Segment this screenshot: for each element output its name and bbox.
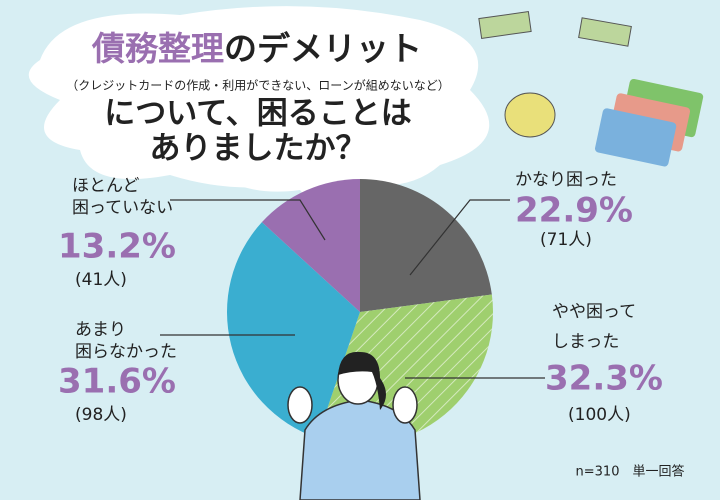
category-label: あまり	[75, 320, 126, 340]
category-label: 困らなかった	[75, 342, 177, 362]
count-label: (71人)	[540, 230, 592, 250]
count-label: (98人)	[75, 405, 127, 425]
value-label: 31.6%	[58, 362, 176, 402]
category-label: 困っていない	[72, 198, 173, 218]
title-line: について、困ることは	[104, 96, 412, 132]
count-label: (41人)	[75, 270, 127, 290]
pie-slice	[227, 222, 360, 438]
pie	[227, 179, 493, 445]
pie-slice	[261, 179, 360, 312]
value-label: 22.9%	[515, 191, 633, 231]
value-label: 13.2%	[58, 227, 176, 267]
title-cloud	[28, 6, 490, 188]
card-decoration	[478, 11, 704, 167]
title-rest: のデメリット	[224, 29, 422, 68]
subtitle: （クレジットカードの作成・利用ができない、ローンが組めないなど）	[66, 78, 449, 93]
leader-lines	[160, 199, 545, 379]
person	[287, 351, 421, 500]
category-label: しまった	[552, 332, 619, 352]
category-label: やや困って	[552, 302, 636, 322]
pie-slice	[360, 179, 492, 312]
title: 債務整理のデメリット	[91, 29, 422, 68]
count-label: (100人)	[568, 405, 631, 425]
category-label: ほとんど	[72, 176, 140, 196]
note: n=310 単一回答	[576, 464, 685, 480]
value-label: 32.3%	[545, 359, 663, 399]
title-highlight: 債務整理	[91, 29, 224, 68]
title-line: ありましたか？	[150, 131, 367, 167]
category-label: かなり困った	[515, 170, 617, 190]
